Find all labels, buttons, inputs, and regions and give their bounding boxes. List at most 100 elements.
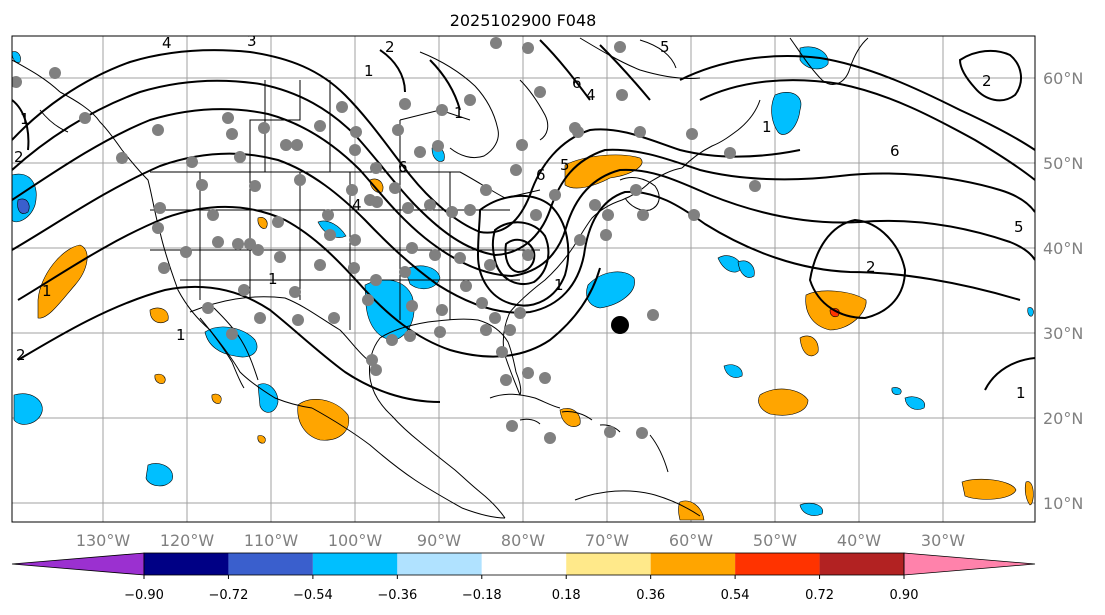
station-dot	[366, 354, 378, 366]
colorbar: −0.90 −0.72 −0.54 −0.36 −0.18 0.18 0.36 0.54 0.7…	[11, 552, 1036, 603]
contour-label: 1	[364, 62, 374, 80]
contour-label: 2	[385, 38, 395, 56]
station-dot	[436, 304, 448, 316]
station-dot	[116, 152, 128, 164]
station-dot	[530, 209, 542, 221]
contour-label: 2	[16, 346, 26, 364]
coastline	[311, 407, 506, 519]
longitude-tick-label: 120°W	[160, 531, 215, 550]
station-dot	[686, 128, 698, 140]
contour-label: 5	[560, 156, 570, 174]
contour-line	[599, 44, 651, 101]
station-dot	[688, 209, 700, 221]
coastline	[649, 434, 669, 473]
coastline	[59, 91, 313, 409]
station-dot	[490, 37, 502, 49]
station-dot	[614, 41, 626, 53]
station-dot	[510, 164, 522, 176]
station-dot	[600, 229, 612, 241]
longitude-tick-label: 60°W	[669, 531, 713, 550]
coastline	[369, 318, 522, 417]
station-dot	[349, 234, 361, 246]
contour-label: 6	[572, 74, 582, 92]
coastline	[639, 39, 677, 69]
station-dot	[429, 249, 441, 261]
contour-label: 4	[162, 34, 172, 52]
station-dot	[249, 180, 261, 192]
contour-line	[808, 218, 907, 320]
contour-line	[958, 49, 1022, 102]
shade-blue	[771, 91, 802, 135]
shade-blue	[737, 260, 755, 278]
station-dot	[637, 209, 649, 221]
station-dot	[534, 86, 546, 98]
shade-blue	[891, 387, 902, 395]
colorbar-over-extend	[903, 552, 1036, 576]
colorbar-tick-label: 0.72	[805, 588, 834, 603]
station-dot	[348, 262, 360, 274]
border	[249, 80, 301, 172]
highlight-point-marker	[611, 316, 629, 334]
station-dot	[252, 244, 264, 256]
contour-label: 1	[20, 110, 30, 128]
coastline	[489, 393, 561, 409]
colorbar-bin	[819, 553, 904, 575]
shade-blue	[257, 383, 279, 413]
coastline	[12, 59, 61, 93]
contour-label: 1	[42, 282, 52, 300]
shade-orange	[297, 398, 350, 441]
longitude-tick-label: 70°W	[585, 531, 629, 550]
station-dot	[434, 326, 446, 338]
contour-labels: 4 3 2 1 1 2 1 2 1 4 6 6 5 4 1 6 5 1 1 2	[14, 32, 1026, 402]
contour-line	[679, 55, 1035, 151]
shade-orange	[257, 435, 266, 444]
station-dot	[399, 98, 411, 110]
coastline	[419, 51, 499, 159]
colorbar-tick-label: −0.90	[124, 588, 164, 603]
station-dot	[589, 199, 601, 211]
station-dot	[480, 184, 492, 196]
colorbar-under-extend	[11, 552, 145, 576]
shade-blue	[904, 396, 926, 410]
shade-orange	[149, 307, 169, 323]
contour-line	[12, 152, 1021, 314]
contour-label: 3	[247, 32, 257, 50]
coastline	[574, 490, 701, 517]
station-dot	[432, 140, 444, 152]
station-dot	[464, 94, 476, 106]
station-dot	[446, 206, 458, 218]
coastline	[391, 415, 506, 519]
station-dot	[212, 236, 224, 248]
station-dot	[522, 367, 534, 379]
colorbar-tick-label: 0.90	[890, 588, 919, 603]
contour-line	[12, 79, 1035, 257]
station-dot	[152, 124, 164, 136]
contour-line	[17, 285, 441, 403]
longitude-tick-label: 80°W	[501, 531, 545, 550]
station-dot	[500, 374, 512, 386]
colorbar-tick-label: −0.54	[293, 588, 333, 603]
coastline	[199, 317, 245, 389]
station-dot	[724, 147, 736, 159]
shade-orange	[961, 478, 1017, 500]
station-dot	[402, 202, 414, 214]
station-dot	[289, 286, 301, 298]
station-dot	[636, 427, 648, 439]
station-dot	[389, 182, 401, 194]
shade-orange	[1024, 481, 1034, 506]
shade-orange	[758, 388, 809, 416]
longitude-tick-label: 40°W	[837, 531, 881, 550]
longitude-tick-label: 30°W	[921, 531, 965, 550]
colorbar-bin	[397, 553, 482, 575]
shade-orange	[369, 178, 384, 193]
station-dot	[489, 312, 501, 324]
shade-orange	[211, 393, 222, 404]
station-dot	[406, 300, 418, 312]
contour-label: 1	[1016, 384, 1026, 402]
station-dot	[238, 284, 250, 296]
colorbar-tick-label: 0.36	[636, 588, 665, 603]
station-dot	[314, 259, 326, 271]
shade-orange	[154, 373, 166, 384]
station-dot	[254, 312, 266, 324]
station-dot	[186, 156, 198, 168]
